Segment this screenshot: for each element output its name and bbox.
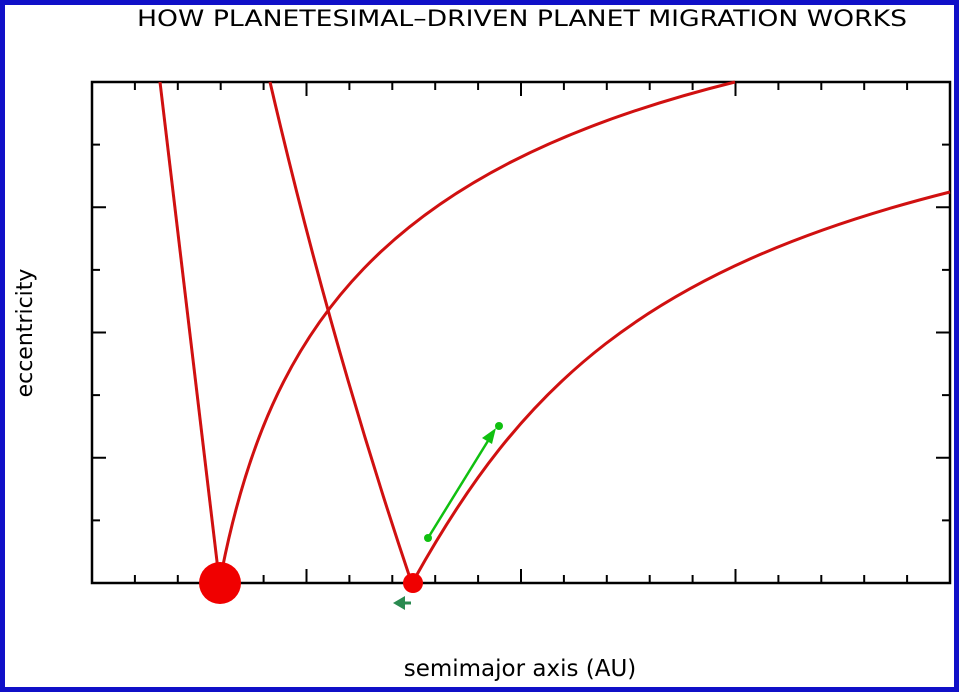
ticks xyxy=(92,82,950,583)
dot xyxy=(495,422,503,430)
arrow-head xyxy=(482,428,496,444)
dot xyxy=(424,534,432,542)
curve xyxy=(158,81,220,571)
y-axis-label: eccentricity xyxy=(13,269,38,398)
x-axis-label: semimajor axis (AU) xyxy=(404,656,637,682)
curves xyxy=(158,80,951,579)
curve xyxy=(413,190,951,579)
planet-small xyxy=(403,573,423,593)
planet-large xyxy=(199,562,241,604)
title: HOW PLANETESIMAL–DRIVEN PLANET MIGRATION… xyxy=(137,7,907,32)
plot xyxy=(90,80,952,610)
curve xyxy=(268,81,412,579)
arrow xyxy=(426,435,493,539)
migration-arrow-head xyxy=(393,596,405,610)
curve xyxy=(220,80,736,571)
